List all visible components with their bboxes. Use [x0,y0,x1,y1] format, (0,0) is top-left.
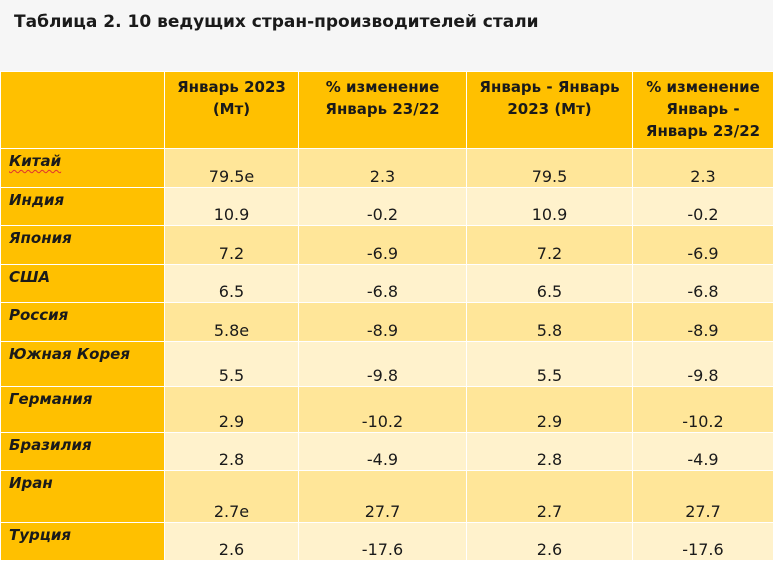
country-cell: США [1,265,165,303]
header-ytd-pct-change: % изменение Январь - Январь 23/22 [633,72,773,149]
pct-change-cell: -8.9 [299,303,467,342]
ytd-pct-change-cell: -6.8 [633,265,773,303]
pct-change-cell: -6.9 [299,226,467,265]
pct-change-cell: -9.8 [299,342,467,387]
ytd-pct-change-cell: -4.9 [633,433,773,471]
jan-2023-cell: 7.2 [165,226,299,265]
ytd-cell: 2.6 [467,523,633,561]
ytd-cell: 2.7 [467,471,633,523]
pct-change-cell: -4.9 [299,433,467,471]
header-pct-change: % изменение Январь 23/22 [299,72,467,149]
header-ytd: Январь - Январь 2023 (Мт) [467,72,633,149]
page-title: Таблица 2. 10 ведущих стран-производител… [14,12,539,32]
ytd-cell: 10.9 [467,188,633,226]
country-cell: Япония [1,226,165,265]
country-cell: Турция [1,523,165,561]
ytd-pct-change-cell: 2.3 [633,149,773,188]
title-bar: Таблица 2. 10 ведущих стран-производител… [0,0,773,71]
jan-2023-cell: 79.5e [165,149,299,188]
pct-change-cell: 27.7 [299,471,467,523]
ytd-pct-change-cell: -17.6 [633,523,773,561]
jan-2023-cell: 2.6 [165,523,299,561]
jan-2023-cell: 5.8e [165,303,299,342]
pct-change-cell: -0.2 [299,188,467,226]
country-name: Индия [9,191,64,209]
country-name: Япония [9,229,72,247]
ytd-pct-change-cell: -9.8 [633,342,773,387]
country-cell: Китай [1,149,165,188]
ytd-pct-change-cell: -8.9 [633,303,773,342]
ytd-pct-change-cell: -10.2 [633,387,773,433]
country-cell: Иран [1,471,165,523]
steel-producers-table: Январь 2023 (Мт) % изменение Январь 23/2… [0,71,773,561]
pct-change-cell: -17.6 [299,523,467,561]
country-cell: Индия [1,188,165,226]
jan-2023-cell: 2.8 [165,433,299,471]
ytd-cell: 6.5 [467,265,633,303]
ytd-cell: 5.8 [467,303,633,342]
country-cell: Россия [1,303,165,342]
country-cell: Бразилия [1,433,165,471]
ytd-cell: 2.9 [467,387,633,433]
jan-2023-cell: 5.5 [165,342,299,387]
jan-2023-cell: 2.9 [165,387,299,433]
ytd-pct-change-cell: 27.7 [633,471,773,523]
ytd-cell: 79.5 [467,149,633,188]
country-cell: Германия [1,387,165,433]
ytd-cell: 5.5 [467,342,633,387]
jan-2023-cell: 2.7e [165,471,299,523]
ytd-cell: 2.8 [467,433,633,471]
country-name: Россия [9,306,68,324]
country-name: Бразилия [9,436,92,454]
country-name: Иран [9,474,53,492]
header-country [1,72,165,149]
country-name: Китай [9,152,61,170]
ytd-cell: 7.2 [467,226,633,265]
header-row: Январь 2023 (Мт) % изменение Январь 23/2… [1,72,773,149]
jan-2023-cell: 6.5 [165,265,299,303]
country-name: Германия [9,390,92,408]
country-name: Турция [9,526,71,544]
pct-change-cell: -6.8 [299,265,467,303]
jan-2023-cell: 10.9 [165,188,299,226]
pct-change-cell: 2.3 [299,149,467,188]
country-name: Южная Корея [9,345,130,363]
ytd-pct-change-cell: -6.9 [633,226,773,265]
header-jan-2023: Январь 2023 (Мт) [165,72,299,149]
pct-change-cell: -10.2 [299,387,467,433]
ytd-pct-change-cell: -0.2 [633,188,773,226]
country-cell: Южная Корея [1,342,165,387]
country-name: США [9,268,50,286]
